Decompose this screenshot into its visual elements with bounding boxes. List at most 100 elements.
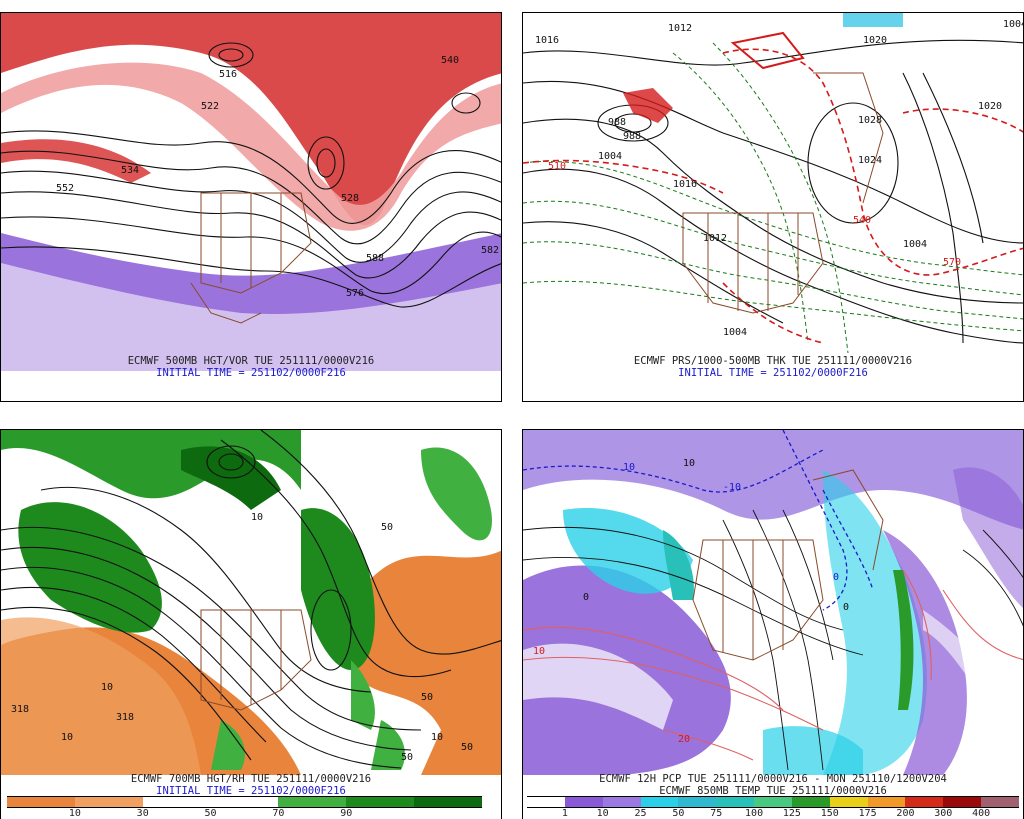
caption-title: ECMWF 500MB HGT/VOR TUE 251111/0000V216 [127, 355, 375, 367]
caption-initial-time: INITIAL TIME = 251102/0000F216 [156, 367, 346, 379]
temp-label: 20 [678, 734, 690, 745]
map-mslp-thickness: 1012 1016 988 988 1004 1020 1028 1004 10… [523, 13, 1024, 371]
thickness-label: 510 [548, 161, 566, 172]
temp-label: 0 [833, 572, 839, 583]
isobar-label: 1004 [723, 327, 747, 338]
temp-label: -10 [723, 482, 741, 493]
panel-caption: ECMWF 12H PCP TUE 251111/0000V216 - MON … [523, 773, 1023, 797]
isobar-label: 1004 [1003, 19, 1024, 30]
rh-label: 10 [61, 732, 73, 743]
contour-label: 582 [481, 245, 499, 256]
scale-tick-label: 150 [820, 808, 839, 819]
isobar-label: 988 [608, 117, 626, 128]
panel-caption: ECMWF 700MB HGT/RH TUE 251111/0000V216 I… [1, 773, 501, 797]
contour-label: 540 [441, 55, 459, 66]
rh-label: 50 [381, 522, 393, 533]
scale-tick-label: 25 [634, 808, 647, 819]
temp-label: 10 [683, 458, 695, 469]
temp-label: 0 [583, 592, 589, 603]
scale-tick-label: 200 [896, 808, 915, 819]
temp-label: 10 [623, 462, 635, 473]
scale-tick-label: 30 [136, 808, 149, 819]
scale-swatch [527, 796, 566, 808]
contour-label: 318 [11, 704, 29, 715]
scale-swatch [414, 796, 483, 808]
isobar-label: 988 [623, 131, 641, 142]
contour-label: 588 [366, 253, 384, 264]
panel-caption: ECMWF PRS/1000-500MB THK TUE 251111/0000… [523, 355, 1023, 379]
caption-title: ECMWF 700MB HGT/RH TUE 251111/0000V216 [130, 773, 372, 785]
scale-swatch [74, 796, 144, 808]
scale-swatch [210, 796, 279, 808]
precip-color-scale: 1 10 25 50 75 100 125 150 175 200 300 400 [527, 796, 1020, 819]
rh-label: 50 [421, 692, 433, 703]
caption-title: ECMWF 12H PCP TUE 251111/0000V216 - MON … [599, 773, 947, 785]
scale-swatch [640, 796, 679, 808]
map-precip-850mb-temp: 10 10 0 0 -10 20 10 0 [523, 430, 1023, 775]
contour-label: 576 [346, 288, 364, 299]
isobar-label: 1012 [703, 233, 727, 244]
contour-label: 534 [121, 165, 139, 176]
isobar-label: 1016 [673, 179, 697, 190]
scale-swatch [7, 796, 76, 808]
panel-mslp-thickness: 1012 1016 988 988 1004 1020 1028 1004 10… [522, 12, 1024, 402]
scale-tick-label: 70 [272, 808, 285, 819]
scale-tick-label: 400 [972, 808, 991, 819]
scale-tick-label: 175 [858, 808, 877, 819]
isobar-label: 1024 [858, 155, 882, 166]
panel-500mb-vorticity: 516 522 534 540 552 576 582 588 528 ECMW… [0, 12, 502, 402]
isobar-label: 1028 [858, 115, 882, 126]
temp-label: 0 [843, 602, 849, 613]
caption-subtitle: ECMWF 850MB TEMP TUE 251111/0000V216 [659, 785, 887, 797]
scale-swatch [981, 796, 1020, 808]
temp-label: 10 [533, 646, 545, 657]
scale-swatch [142, 796, 212, 808]
scale-swatch [905, 796, 944, 808]
scale-tick-label: 125 [782, 808, 801, 819]
rh-label: 10 [431, 732, 443, 743]
panel-precip-850mb-temp: 10 10 0 0 -10 20 10 0 ECMWF 12H PCP TUE … [522, 429, 1024, 819]
caption-initial-time: INITIAL TIME = 251102/0000F216 [678, 367, 868, 379]
scale-swatch [943, 796, 982, 808]
contour-label: 516 [219, 69, 237, 80]
caption-title: ECMWF PRS/1000-500MB THK TUE 251111/0000… [633, 355, 913, 367]
contour-label: 528 [341, 193, 359, 204]
thickness-label: 570 [943, 257, 961, 268]
scale-swatch [564, 796, 604, 808]
scale-swatch [678, 796, 717, 808]
scale-swatch [754, 796, 793, 808]
isobar-label: 1004 [903, 239, 927, 250]
rh-label: 10 [101, 682, 113, 693]
scale-tick-label: 300 [934, 808, 953, 819]
scale-tick-label: 10 [596, 808, 609, 819]
scale-tick-label: 50 [204, 808, 217, 819]
isobar-label: 1020 [978, 101, 1002, 112]
scale-tick-label: 90 [340, 808, 353, 819]
rh-label: 50 [401, 752, 413, 763]
scale-swatch [278, 796, 347, 808]
rh-color-scale: 10 30 50 70 90 [7, 796, 483, 819]
scale-swatch [791, 796, 831, 808]
contour-label: 522 [201, 101, 219, 112]
scale-tick-label: 1 [561, 808, 568, 819]
thickness-label: 540 [853, 215, 871, 226]
panel-caption: ECMWF 500MB HGT/VOR TUE 251111/0000V216 … [1, 355, 501, 379]
scale-swatch [602, 796, 642, 808]
scale-tick-label: 50 [672, 808, 685, 819]
scale-swatch [346, 796, 415, 808]
contour-label: 318 [116, 712, 134, 723]
scale-swatch [867, 796, 906, 808]
contour-label: 552 [56, 183, 74, 194]
scale-swatch [829, 796, 869, 808]
scale-tick-label: 100 [745, 808, 764, 819]
panel-700mb-rh: 318 318 10 10 50 50 10 50 10 50 ECMWF 70… [0, 429, 502, 819]
caption-initial-time: INITIAL TIME = 251102/0000F216 [156, 785, 346, 797]
map-700mb-rh: 318 318 10 10 50 50 10 50 10 50 [1, 430, 501, 775]
rh-label: 10 [251, 512, 263, 523]
isobar-label: 1012 [668, 23, 692, 34]
isobar-label: 1016 [535, 35, 559, 46]
rh-label: 50 [461, 742, 473, 753]
scale-tick-label: 75 [710, 808, 723, 819]
map-500mb-vorticity: 516 522 534 540 552 576 582 588 528 [1, 13, 501, 371]
isobar-label: 1004 [598, 151, 622, 162]
